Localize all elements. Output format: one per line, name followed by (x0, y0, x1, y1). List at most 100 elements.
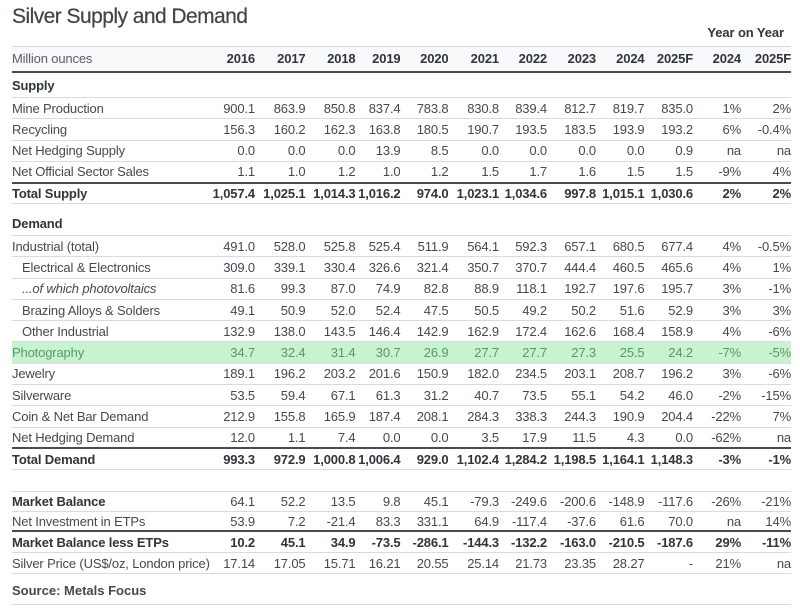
value-cell: 564.1 (467, 238, 499, 254)
value-cell: 73.5 (522, 387, 547, 403)
value-cell: 81.6 (230, 281, 255, 297)
table-row: Silver Price (US$/oz, London price) 17.14… (12, 552, 791, 574)
value-cell: 2% (772, 186, 792, 202)
value-cell: 21.73 (515, 555, 547, 571)
value-cell: 974.0 (416, 186, 449, 202)
table-row: Total Demand 993.3 972.9 1,000.8 1,006.4 929.… (12, 448, 791, 470)
unit-label: Million ounces (12, 51, 93, 67)
value-cell: 1,014.3 (313, 186, 356, 202)
value-cell: 150.9 (416, 366, 449, 382)
value-cell: na (726, 513, 741, 529)
value-cell: 0.0 (578, 143, 596, 159)
table-row: Recycling 156.3 160.2 162.3 163.8 180.5 190.7 1… (12, 119, 791, 141)
value-cell: 87.0 (330, 281, 356, 297)
value-cell: 0.0 (430, 430, 449, 446)
column-header-year: 2024 (616, 51, 645, 67)
value-cell: 1.2 (337, 164, 356, 180)
value-cell: 525.8 (323, 238, 356, 254)
value-cell: 138.0 (273, 323, 306, 339)
value-cell: 4% (722, 238, 742, 254)
table-row[interactable]: Photography 34.7 32.4 31.4 30.7 26.9 27.7 27.7 2… (12, 341, 791, 364)
value-cell: 1.6 (578, 164, 596, 180)
value-cell: 13.5 (330, 494, 356, 510)
row-label: Demand (12, 215, 63, 231)
value-cell: -21% (761, 494, 791, 510)
value-cell: 0.0 (237, 143, 255, 159)
value-cell: na (776, 143, 791, 159)
value-cell: 0.0 (287, 143, 306, 159)
value-cell: 21% (715, 555, 741, 571)
value-cell: 863.9 (273, 100, 306, 116)
value-cell: 203.1 (564, 366, 596, 382)
value-cell: 8.5 (430, 143, 449, 159)
value-cell: 31.2 (423, 387, 449, 403)
section-header-row: Demand (12, 204, 791, 236)
table-header-row: Million ounces 2016 2017 2018 2019 2020 2021 2… (12, 46, 791, 72)
page-title: Silver Supply and Demand (12, 5, 248, 28)
value-cell: 309.0 (223, 259, 255, 275)
value-cell: 1.5 (481, 164, 499, 180)
value-cell: 1,025.1 (263, 186, 306, 202)
value-cell: 812.7 (564, 100, 596, 116)
row-label: Net Official Sector Sales (12, 164, 149, 180)
value-cell: 52.4 (375, 302, 401, 318)
value-cell: 1,030.6 (650, 186, 693, 202)
value-cell: 88.9 (474, 281, 499, 297)
value-cell: 330.4 (323, 259, 356, 275)
value-cell: -62% (711, 430, 741, 446)
section-header-row: Supply (12, 72, 791, 98)
value-cell: 193.9 (612, 121, 645, 137)
value-cell: 52.0 (330, 302, 356, 318)
value-cell: -200.6 (560, 494, 596, 510)
value-cell: 511.9 (417, 238, 449, 254)
row-label: Market Balance (12, 494, 106, 510)
year-on-year-label: Year on Year (707, 24, 784, 40)
value-cell: 3.5 (481, 430, 499, 446)
value-cell: 163.8 (368, 121, 401, 137)
value-cell: 326.6 (368, 259, 401, 275)
value-cell: 284.3 (467, 409, 499, 424)
source-row: Source: Metals Focus (12, 574, 791, 605)
column-header-year: 2020 (420, 51, 449, 67)
value-cell: 196.2 (661, 366, 693, 382)
value-cell: 244.3 (564, 409, 596, 424)
value-cell: -117.6 (658, 494, 693, 510)
value-cell: 23.35 (564, 555, 596, 571)
value-cell: na (776, 555, 791, 571)
value-cell: 338.3 (515, 409, 547, 424)
value-cell: 1,164.1 (602, 451, 645, 467)
value-cell: 59.4 (280, 387, 306, 403)
value-cell: 4% (772, 164, 792, 180)
row-label: Total Demand (12, 451, 96, 467)
value-cell: 16.21 (368, 555, 401, 571)
row-label: Net Hedging Supply (12, 143, 125, 159)
table-row: Electrical & Electronics 309.0 339.1 330.4 3… (12, 257, 791, 279)
value-cell: 680.5 (612, 238, 645, 254)
value-cell: 7.2 (287, 513, 306, 529)
value-cell: 1.5 (675, 164, 693, 180)
value-cell: 165.9 (323, 409, 356, 424)
value-cell: 3% (722, 366, 742, 382)
value-cell: 17.05 (273, 555, 306, 571)
value-cell: 444.4 (564, 259, 596, 275)
value-cell: -3% (718, 451, 741, 467)
value-cell: -6% (768, 366, 791, 382)
value-cell: 49.1 (230, 302, 255, 318)
value-cell: 45.1 (280, 534, 306, 550)
value-cell: 1,000.8 (313, 451, 356, 467)
value-cell: 50.9 (280, 302, 306, 318)
column-header-year: 2023 (567, 51, 596, 67)
value-cell: 172.4 (515, 323, 547, 339)
value-cell: -286.1 (412, 534, 449, 550)
row-label: Industrial (total) (12, 238, 99, 254)
value-cell: 17.9 (522, 430, 547, 446)
value-cell: 0.9 (675, 143, 693, 159)
value-cell: 1,102.4 (456, 451, 499, 467)
value-cell: 1,023.1 (456, 186, 499, 202)
value-cell: -163.0 (560, 534, 596, 550)
section-fill-cell (205, 72, 791, 98)
value-cell: -6% (768, 323, 791, 339)
value-cell: 465.6 (661, 259, 693, 275)
value-cell: 156.3 (223, 121, 255, 137)
value-cell: 118.1 (516, 281, 547, 297)
